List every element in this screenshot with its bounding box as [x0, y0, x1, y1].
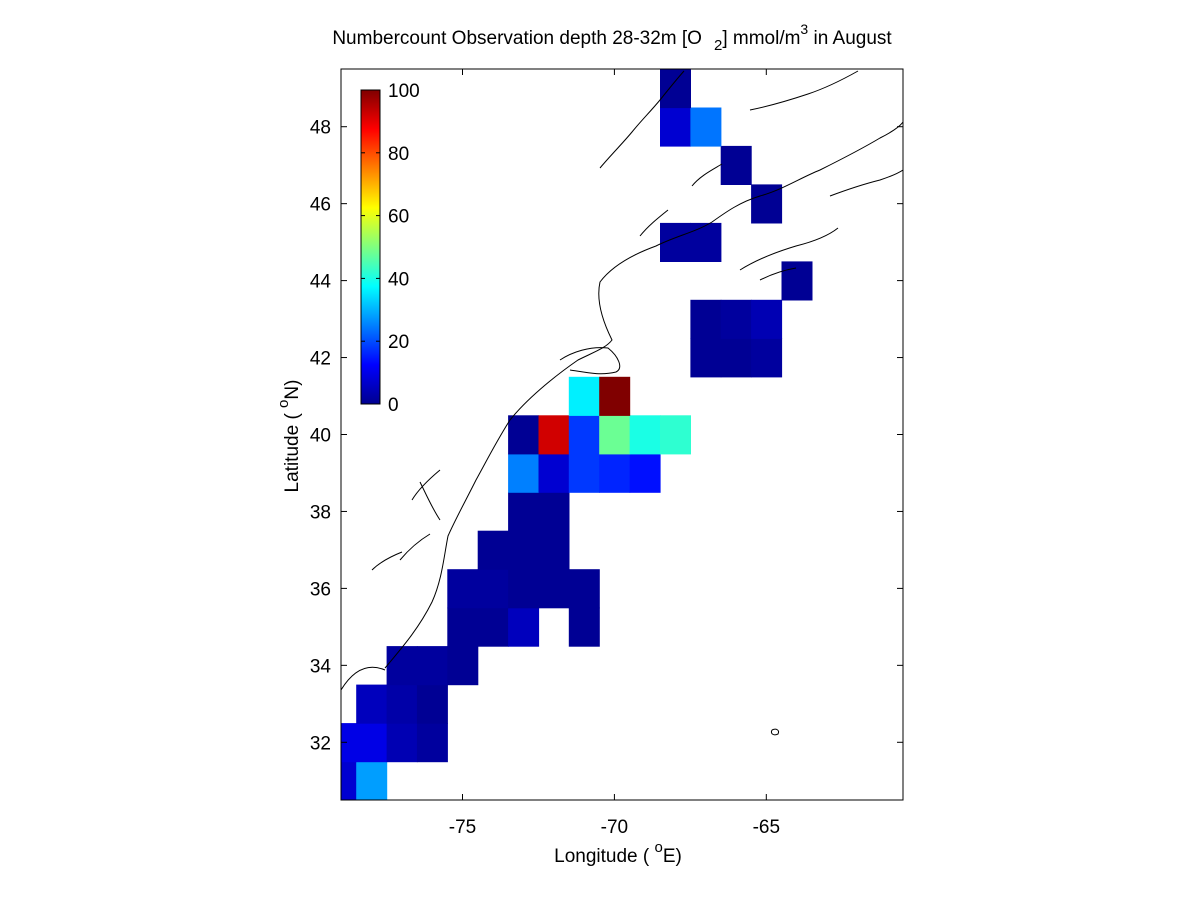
heatmap-cell [356, 723, 388, 763]
heatmap-cell [568, 376, 600, 416]
heatmap-cell [447, 607, 479, 647]
x-tick-label: -75 [449, 817, 476, 838]
x-tick-label: -65 [753, 817, 780, 838]
coastline [341, 70, 903, 736]
chart-title: Numbercount Observation depth 28-32m [O 2… [332, 21, 892, 54]
heatmap-cell [538, 569, 570, 609]
heatmap-cell [720, 338, 752, 378]
heatmap-cell [751, 338, 783, 378]
heatmap-cell [690, 107, 722, 147]
y-axis-label: Latitude ( oN) [275, 380, 303, 493]
heatmap-cell [629, 453, 661, 493]
y-axis-ticks: 32 34 36 38 40 42 44 46 48 [310, 118, 903, 754]
y-tick-label: 42 [310, 349, 331, 370]
colorbar-tick-label: 40 [388, 269, 409, 290]
heatmap-cell [447, 646, 479, 686]
heatmap-cell [568, 569, 600, 609]
y-tick-label: 46 [310, 195, 331, 216]
y-tick-label: 44 [310, 272, 332, 293]
heatmap-cell [356, 684, 388, 724]
heatmap-cell [751, 299, 783, 339]
colorbar-ticks: 0 20 40 60 80 100 [361, 81, 420, 416]
heatmap-cell [508, 492, 540, 532]
heatmap-cell [538, 453, 570, 493]
heatmap-cell [416, 646, 448, 686]
x-axis-label: Longitude ( oE) [554, 839, 682, 867]
heatmap-cell [660, 107, 691, 147]
heatmap-cell [660, 222, 691, 262]
heatmap-cell [751, 184, 783, 224]
heatmap-cell [660, 415, 691, 455]
heatmap-cell [356, 761, 388, 800]
heatmap-cell [477, 530, 509, 570]
heatmap-cell [477, 607, 509, 647]
colorbar-tick-label: 20 [388, 332, 409, 353]
heatmap-cell [568, 607, 600, 647]
y-tick-label: 48 [310, 118, 331, 139]
heatmap-cell [508, 607, 540, 647]
x-tick-label: -70 [601, 817, 628, 838]
heatmap-cell [690, 299, 722, 339]
heatmap-cell [660, 69, 691, 109]
heatmap-cell [538, 415, 570, 455]
heatmap-cell [720, 299, 752, 339]
heatmap-cell [720, 145, 752, 185]
heatmap-cell [508, 530, 540, 570]
heatmap-cell [386, 684, 418, 724]
heatmap-cell [781, 261, 813, 301]
colorbar: 0 20 40 60 80 100 [360, 81, 420, 416]
heatmap-cell [568, 415, 600, 455]
heatmap-cell [599, 415, 631, 455]
heatmap-cell [508, 569, 540, 609]
colorbar-tick-label: 80 [388, 144, 409, 165]
heatmap-cell [599, 453, 631, 493]
heatmap-cell [508, 453, 540, 493]
heatmap-cell [690, 222, 722, 262]
colorbar-tick-label: 60 [388, 207, 409, 228]
heatmap-cell [447, 569, 479, 609]
heatmap-cells [341, 69, 813, 800]
x-axis-ticks: -75 -70 -65 [449, 69, 780, 838]
colorbar-gradient [360, 89, 381, 405]
heatmap-cell [568, 453, 600, 493]
heatmap-cell [416, 723, 448, 763]
heatmap-cell [477, 569, 509, 609]
heatmap-cell [386, 646, 418, 686]
y-tick-label: 38 [310, 502, 331, 523]
y-tick-label: 36 [310, 579, 331, 600]
heatmap-cell [416, 684, 448, 724]
heatmap-cell [538, 530, 570, 570]
colorbar-tick-label: 0 [388, 395, 399, 416]
heatmap-cell [599, 376, 631, 416]
y-tick-label: 34 [310, 656, 332, 677]
heatmap-cell [508, 415, 540, 455]
y-tick-label: 32 [310, 733, 331, 754]
heatmap-cell [690, 338, 722, 378]
heatmap-cell [341, 723, 357, 763]
heatmap-cell [386, 723, 418, 763]
heatmap-cell [629, 415, 661, 455]
heatmap-cell [538, 492, 570, 532]
heatmap-cell [341, 761, 357, 800]
colorbar-tick-label: 100 [388, 81, 420, 102]
y-tick-label: 40 [310, 426, 331, 447]
